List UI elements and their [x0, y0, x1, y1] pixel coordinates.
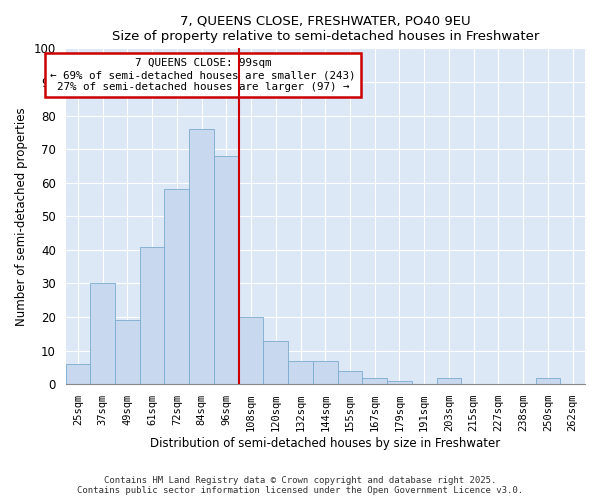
Bar: [536, 378, 560, 384]
Bar: [437, 378, 461, 384]
Bar: [362, 378, 387, 384]
Text: Contains HM Land Registry data © Crown copyright and database right 2025.
Contai: Contains HM Land Registry data © Crown c…: [77, 476, 523, 495]
Text: 7 QUEENS CLOSE: 99sqm
← 69% of semi-detached houses are smaller (243)
27% of sem: 7 QUEENS CLOSE: 99sqm ← 69% of semi-deta…: [50, 58, 356, 92]
Title: 7, QUEENS CLOSE, FRESHWATER, PO40 9EU
Size of property relative to semi-detached: 7, QUEENS CLOSE, FRESHWATER, PO40 9EU Si…: [112, 15, 539, 43]
Y-axis label: Number of semi-detached properties: Number of semi-detached properties: [15, 107, 28, 326]
Bar: [90, 284, 115, 384]
Bar: [239, 317, 263, 384]
X-axis label: Distribution of semi-detached houses by size in Freshwater: Distribution of semi-detached houses by …: [150, 437, 500, 450]
Bar: [115, 320, 140, 384]
Bar: [313, 360, 338, 384]
Bar: [214, 156, 239, 384]
Bar: [140, 246, 164, 384]
Bar: [189, 129, 214, 384]
Bar: [65, 364, 90, 384]
Bar: [387, 381, 412, 384]
Bar: [263, 340, 288, 384]
Bar: [338, 371, 362, 384]
Bar: [288, 360, 313, 384]
Bar: [164, 190, 189, 384]
